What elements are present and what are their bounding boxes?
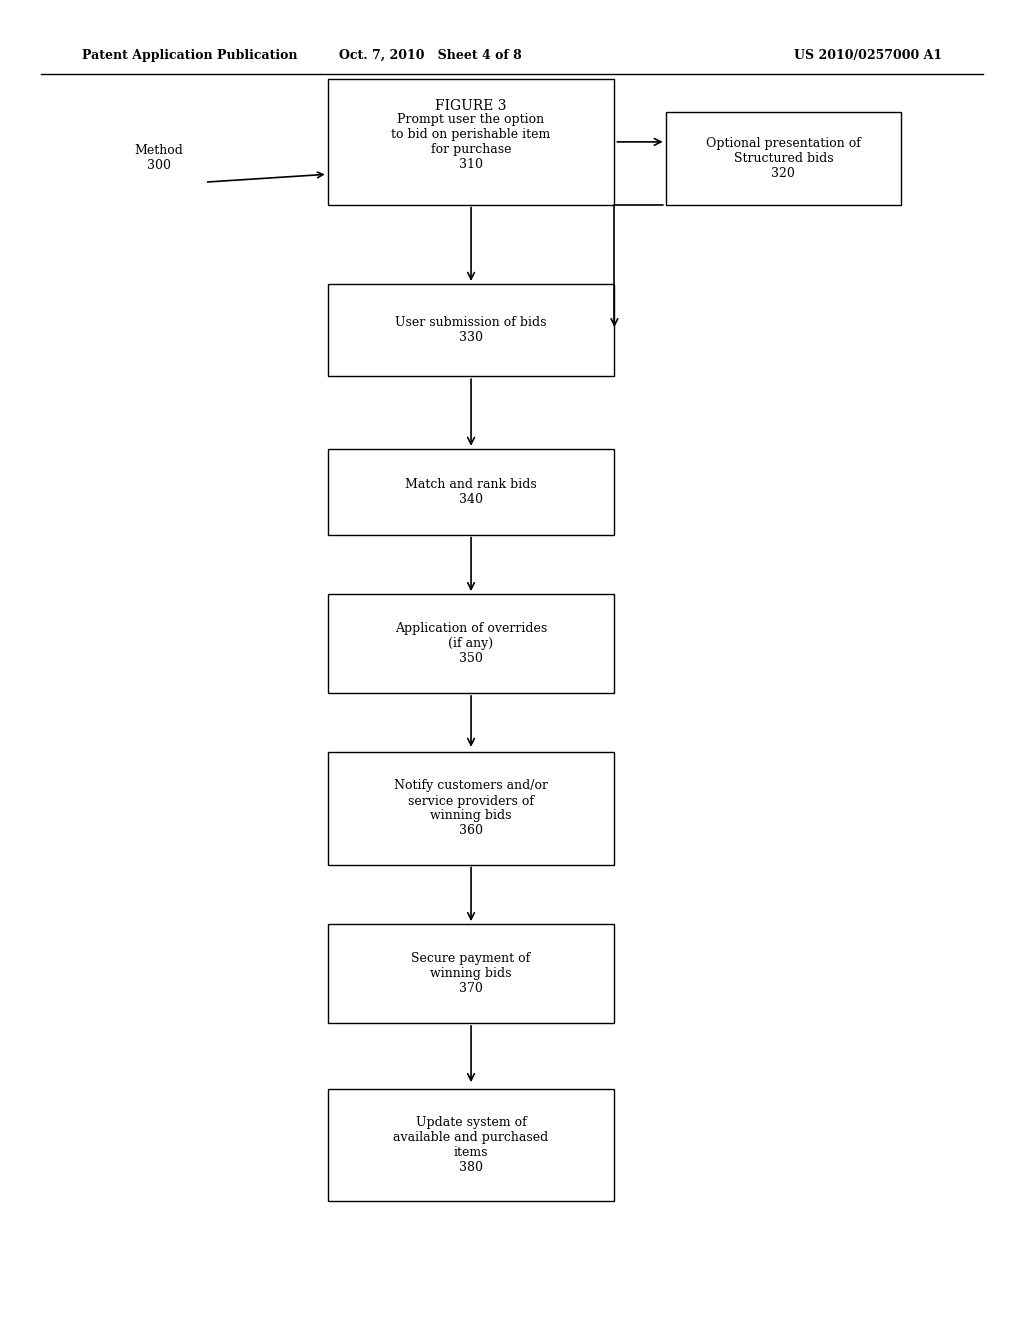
Text: Match and rank bids
340: Match and rank bids 340 <box>406 478 537 506</box>
FancyBboxPatch shape <box>328 449 614 535</box>
FancyBboxPatch shape <box>328 284 614 376</box>
Text: Update system of
available and purchased
items
380: Update system of available and purchased… <box>393 1117 549 1173</box>
FancyBboxPatch shape <box>328 924 614 1023</box>
FancyBboxPatch shape <box>328 79 614 205</box>
Text: FIGURE 3: FIGURE 3 <box>435 99 507 112</box>
FancyBboxPatch shape <box>328 752 614 865</box>
Text: Secure payment of
winning bids
370: Secure payment of winning bids 370 <box>412 952 530 995</box>
Text: Method
300: Method 300 <box>134 144 183 173</box>
Text: Patent Application Publication: Patent Application Publication <box>82 49 297 62</box>
Text: US 2010/0257000 A1: US 2010/0257000 A1 <box>794 49 942 62</box>
Text: Optional presentation of
Structured bids
320: Optional presentation of Structured bids… <box>706 137 861 180</box>
FancyBboxPatch shape <box>328 1089 614 1201</box>
Text: Application of overrides
(if any)
350: Application of overrides (if any) 350 <box>395 622 547 665</box>
FancyBboxPatch shape <box>328 594 614 693</box>
Text: User submission of bids
330: User submission of bids 330 <box>395 315 547 345</box>
Text: Prompt user the option
to bid on perishable item
for purchase
310: Prompt user the option to bid on perisha… <box>391 114 551 170</box>
Text: Oct. 7, 2010   Sheet 4 of 8: Oct. 7, 2010 Sheet 4 of 8 <box>339 49 521 62</box>
FancyBboxPatch shape <box>666 112 901 205</box>
Text: Notify customers and/or
service providers of
winning bids
360: Notify customers and/or service provider… <box>394 780 548 837</box>
